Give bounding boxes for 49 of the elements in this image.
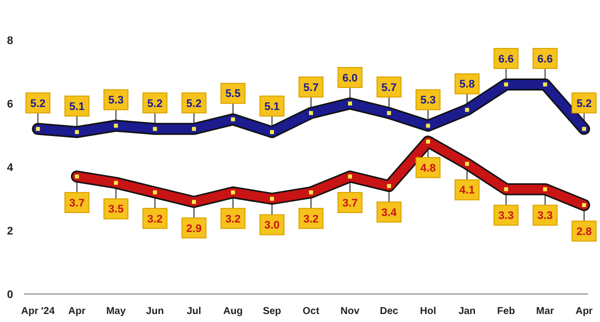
y-tick-label: 0 xyxy=(6,288,14,301)
x-tick-label: Aug xyxy=(223,306,243,317)
data-label: 5.2 xyxy=(147,98,163,110)
x-tick-label: Apr xyxy=(68,306,86,317)
x-tick-label: Hol xyxy=(420,306,436,317)
x-tick-label: Feb xyxy=(497,306,515,317)
data-label: 5.3 xyxy=(108,94,124,107)
data-label: 6.6 xyxy=(498,53,514,66)
x-tick-label: Jan xyxy=(458,306,476,317)
data-label: 5.1 xyxy=(69,100,85,113)
data-label: 5.1 xyxy=(264,100,280,113)
data-label: 4.1 xyxy=(459,184,475,197)
x-tick-label: Apr '24 xyxy=(21,306,56,317)
x-tick-label: Mar xyxy=(536,306,554,317)
data-label: 3.5 xyxy=(108,204,124,216)
y-tick-label: 4 xyxy=(6,162,14,174)
data-label: 3.2 xyxy=(303,213,319,226)
data-label: 5.7 xyxy=(381,82,397,94)
data-label: 5.8 xyxy=(459,78,475,91)
data-label: 3.7 xyxy=(342,197,358,210)
x-tick-label: May xyxy=(106,306,126,317)
data-label: 3.2 xyxy=(225,213,241,226)
data-label: 5.2 xyxy=(186,98,202,110)
data-label: 3.3 xyxy=(498,210,514,222)
data-label: 3.3 xyxy=(537,210,553,222)
data-label: 5.7 xyxy=(303,82,319,94)
data-label: 5.5 xyxy=(225,88,241,100)
data-label: 5.2 xyxy=(576,98,592,110)
data-label: 2.8 xyxy=(576,226,592,238)
x-tick-label: Nov xyxy=(340,306,360,317)
x-tick-label: Sep xyxy=(262,306,282,317)
y-tick-label: 8 xyxy=(6,34,14,47)
data-label: 3.0 xyxy=(264,220,280,232)
data-label: 2.9 xyxy=(186,222,202,235)
y-tick-label: 6 xyxy=(6,98,14,110)
data-label: 5.3 xyxy=(420,94,436,107)
data-label: 5.2 xyxy=(30,98,46,110)
data-label: 3.7 xyxy=(69,197,85,210)
x-tick-label: Jul xyxy=(186,306,202,317)
data-label: 3.2 xyxy=(147,213,163,226)
x-tick-label: Apr xyxy=(575,306,593,317)
x-tick-label: Oct xyxy=(302,306,320,317)
x-tick-label: Jun xyxy=(146,306,164,317)
data-label: 3.4 xyxy=(381,206,398,219)
data-label: 4.8 xyxy=(420,162,436,174)
data-label: 6.6 xyxy=(537,53,553,66)
x-tick-label: Dec xyxy=(380,306,399,317)
y-tick-label: 2 xyxy=(6,225,14,238)
data-label: 6.0 xyxy=(342,72,358,84)
